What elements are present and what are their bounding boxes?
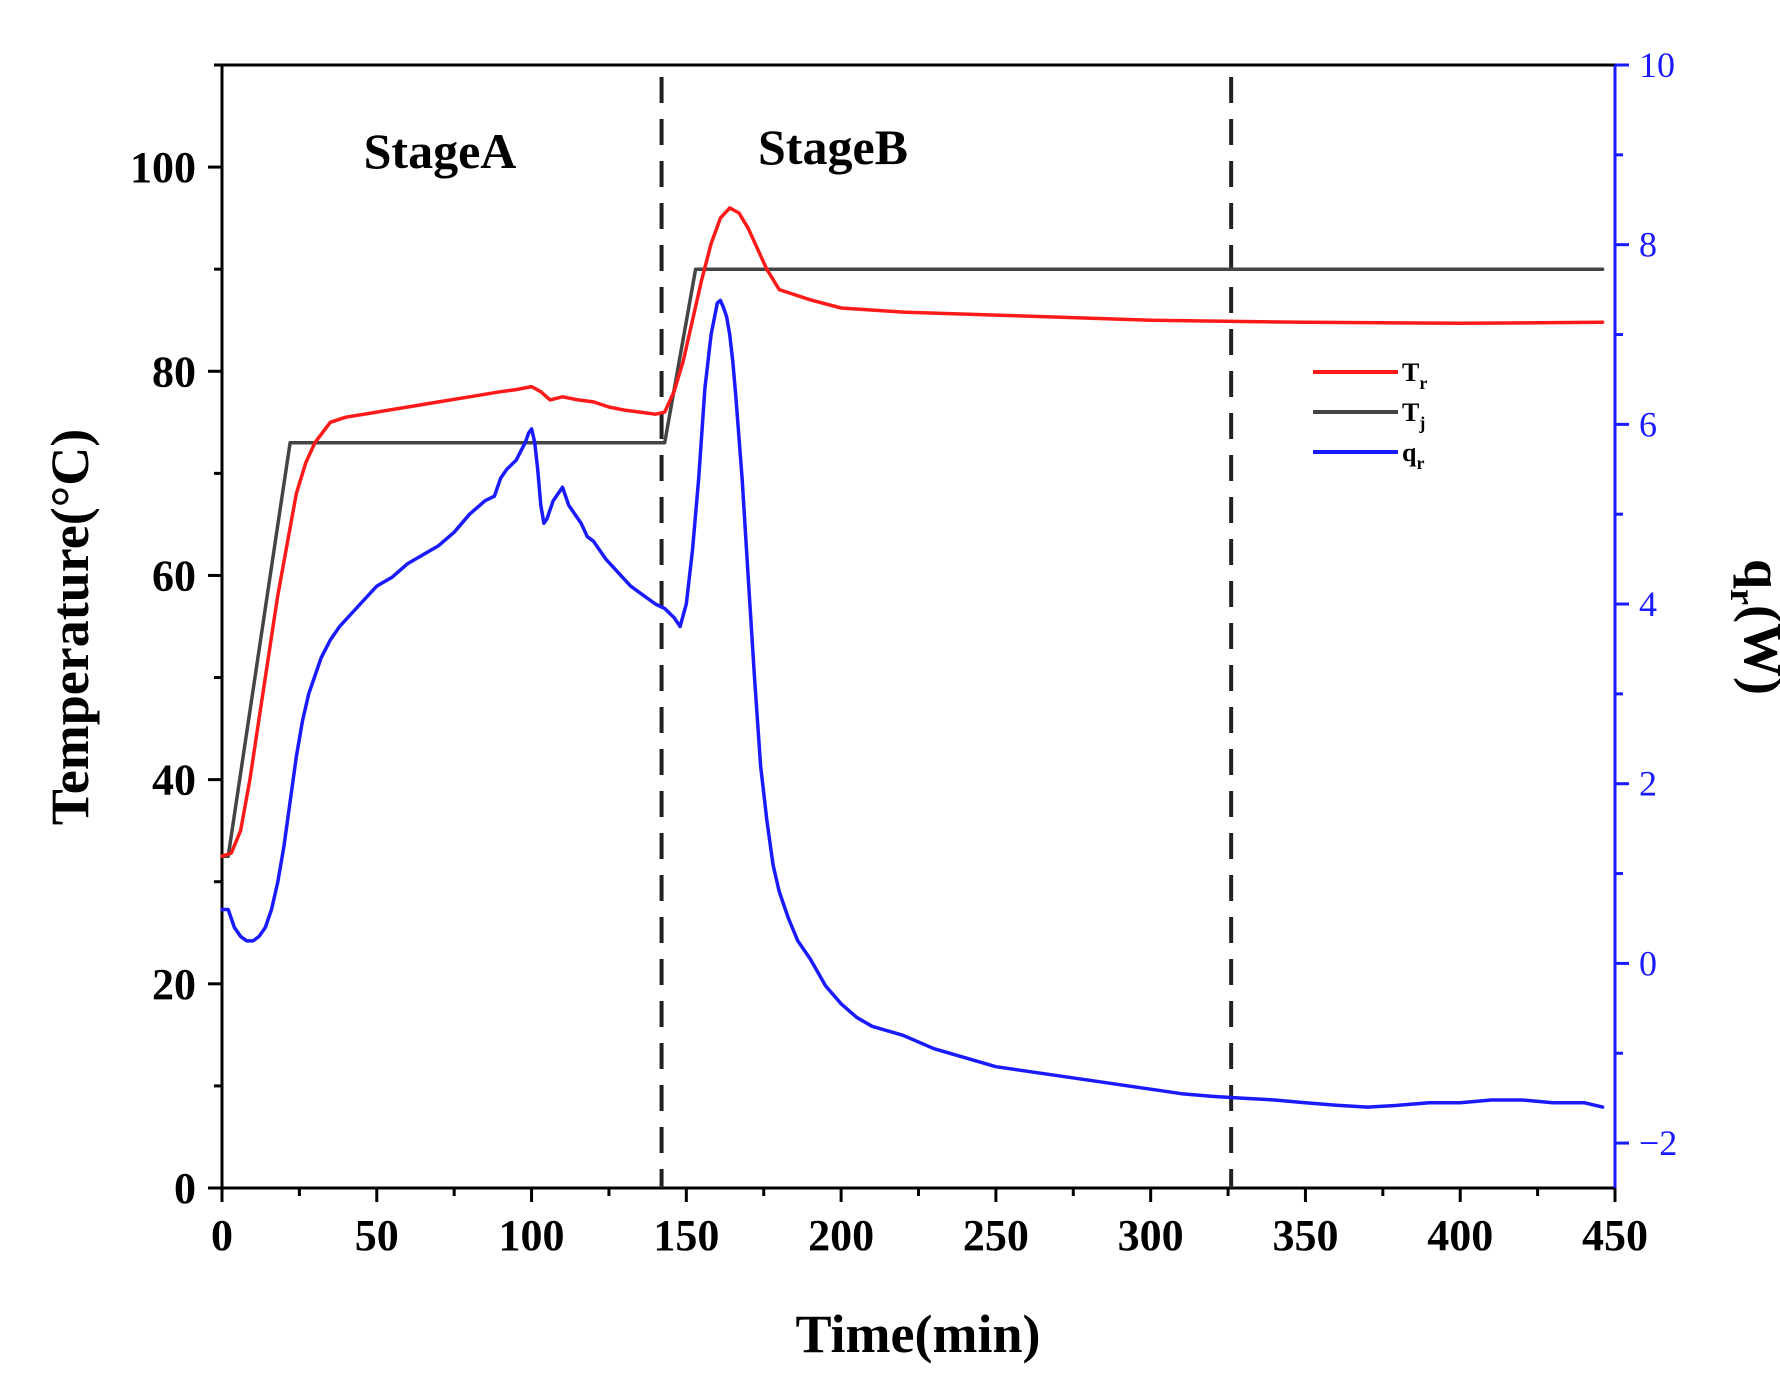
y2-axis-title: qr(W) (1723, 559, 1780, 695)
y-tick-label: 0 (174, 1164, 196, 1213)
legend-label-qr: qr (1402, 438, 1424, 473)
legend-label-main: q (1402, 438, 1417, 467)
x-tick-label: 150 (653, 1211, 719, 1260)
y2-axis-title-sub: r (1723, 589, 1763, 605)
series-line-tj (220, 267, 1605, 858)
series-line-qr (220, 298, 1605, 1109)
y-tick-label: 100 (130, 143, 196, 192)
y-axis-title: Temperature(°C) (40, 429, 100, 826)
y-tick-label: 80 (152, 347, 196, 396)
x-tick-label: 100 (499, 1211, 565, 1260)
x-tick-label: 400 (1427, 1211, 1493, 1260)
y-tick-label: 60 (152, 551, 196, 600)
x-tick-label: 50 (355, 1211, 399, 1260)
y2-tick-label: 2 (1639, 764, 1657, 804)
y2-tick-label: 8 (1639, 225, 1657, 265)
plot-frame (220, 63, 1617, 1190)
y2-tick-label: 10 (1639, 45, 1675, 85)
legend-label-tj: Tj (1402, 398, 1425, 433)
y2-tick-label: 6 (1639, 404, 1657, 444)
y2-axis-title-unit: (W) (1733, 605, 1780, 695)
x-axis-title: Time(min) (796, 1304, 1041, 1364)
legend-label-sub: j (1418, 413, 1425, 433)
legend-label-tr: Tr (1402, 358, 1427, 393)
y2-axis-title-main: q (1733, 559, 1780, 589)
series-line-tr (220, 206, 1605, 858)
legend-label-main: T (1402, 398, 1419, 427)
y2-tick-label: 0 (1639, 943, 1657, 983)
x-tick-label: 450 (1582, 1211, 1648, 1260)
legend-label-sub: r (1419, 373, 1427, 393)
stage-b-label: StageB (758, 119, 908, 175)
series-layer (220, 206, 1605, 1109)
x-tick-label: 250 (963, 1211, 1029, 1260)
x-tick-label: 200 (808, 1211, 874, 1260)
legend-label-sub: r (1416, 453, 1424, 473)
x-tick-label: 300 (1118, 1211, 1184, 1260)
y2-tick-label: −2 (1639, 1123, 1677, 1163)
x-tick-label: 350 (1272, 1211, 1338, 1260)
y-tick-label: 20 (152, 960, 196, 1009)
y-tick-label: 40 (152, 756, 196, 805)
axes-layer: 0 50 100 150 200 250 300 350 400 450020406080100−… (130, 45, 1677, 1260)
y2-tick-label: 4 (1639, 584, 1657, 624)
x-tick-label: 0 (211, 1211, 233, 1260)
legend-label-main: T (1402, 358, 1419, 387)
stage-a-label: StageA (364, 123, 517, 179)
